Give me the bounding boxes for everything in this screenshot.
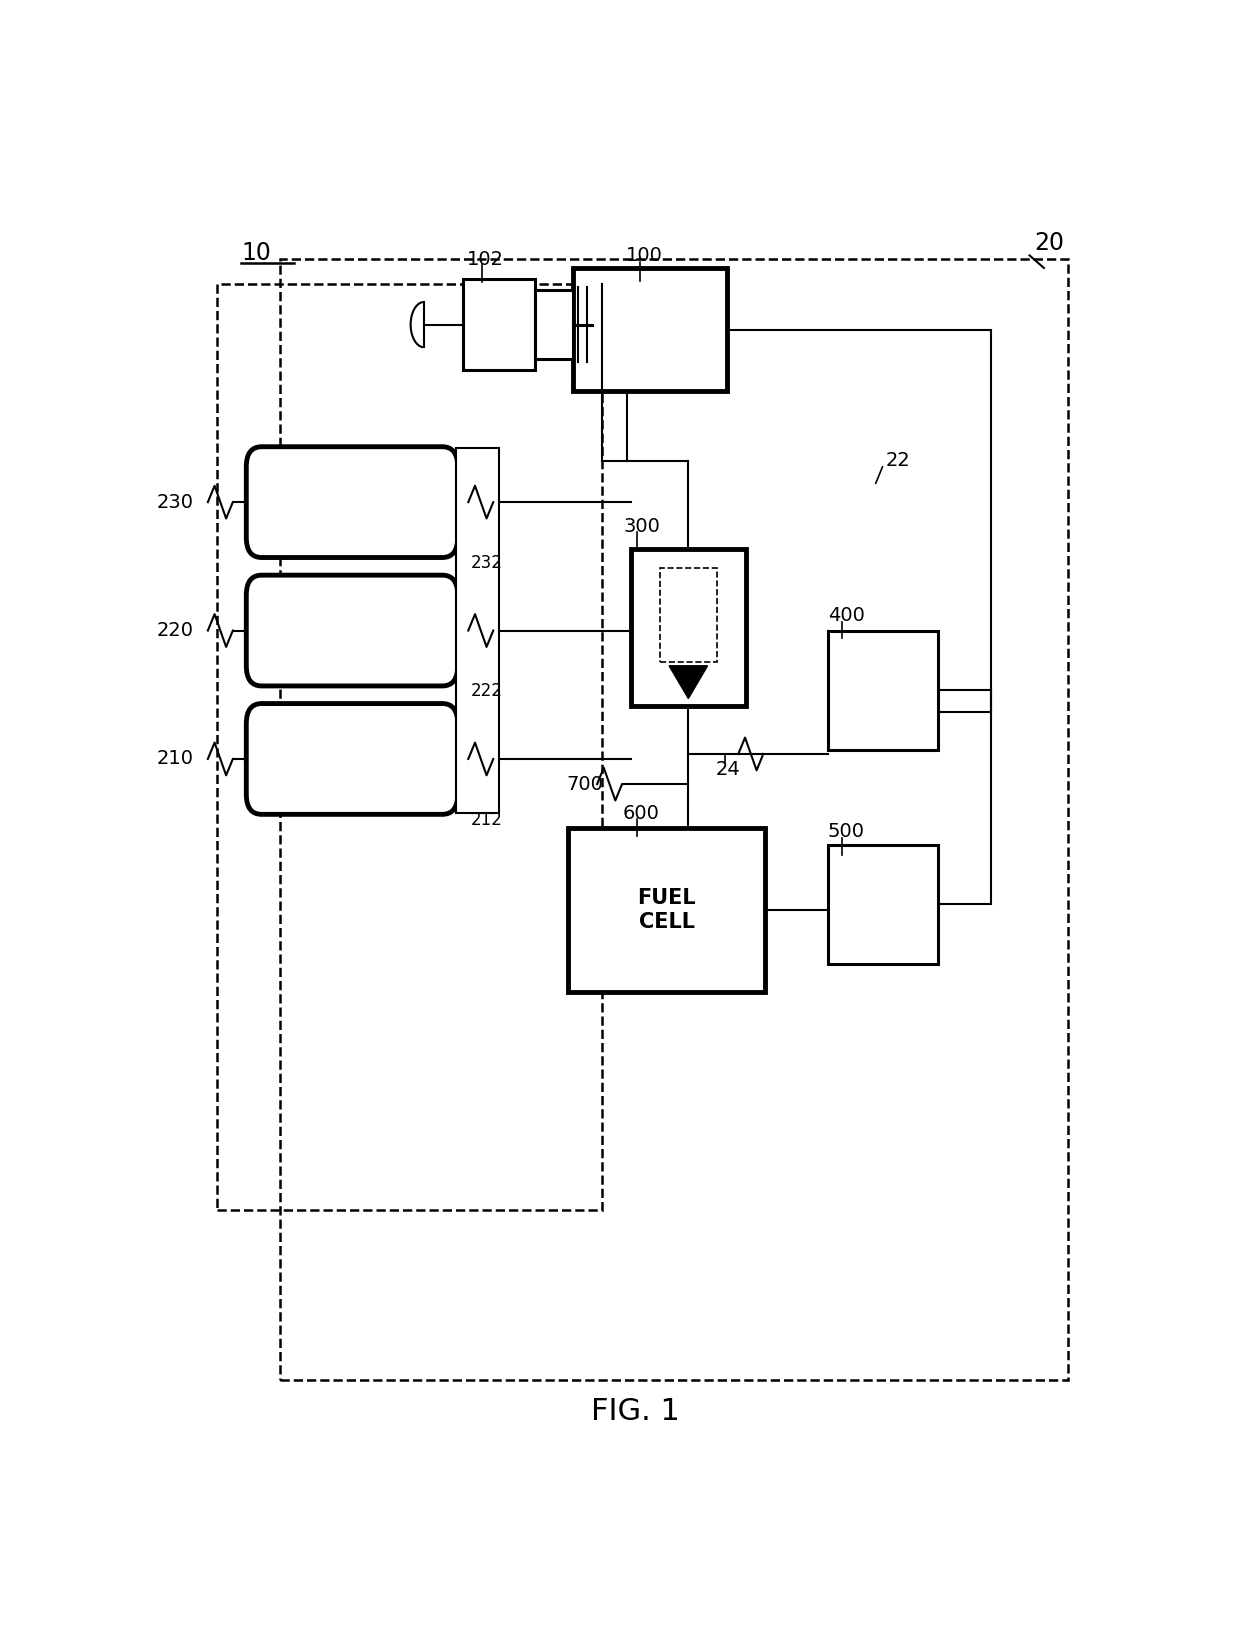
Bar xyxy=(828,631,939,750)
Text: 220: 220 xyxy=(156,621,193,639)
Text: 102: 102 xyxy=(467,250,505,268)
Bar xyxy=(217,284,601,1210)
Bar xyxy=(463,280,534,370)
Text: 222: 222 xyxy=(471,682,503,700)
Bar xyxy=(631,549,746,706)
Text: 500: 500 xyxy=(828,822,864,842)
Polygon shape xyxy=(670,665,708,698)
Text: 20: 20 xyxy=(1034,231,1064,255)
Text: 24: 24 xyxy=(715,760,740,778)
Bar xyxy=(828,845,939,965)
FancyBboxPatch shape xyxy=(247,703,458,814)
Text: FIG. 1: FIG. 1 xyxy=(591,1396,680,1426)
Text: 212: 212 xyxy=(471,811,503,829)
Text: 210: 210 xyxy=(156,749,193,768)
Text: 232: 232 xyxy=(471,554,503,572)
Bar xyxy=(660,567,717,662)
Bar xyxy=(456,448,498,813)
Bar xyxy=(280,260,1068,1380)
Bar xyxy=(534,289,573,360)
Text: 22: 22 xyxy=(885,451,910,471)
Text: 100: 100 xyxy=(626,245,662,265)
FancyBboxPatch shape xyxy=(247,446,458,558)
Bar xyxy=(573,268,727,391)
Text: 400: 400 xyxy=(828,607,864,625)
Text: 10: 10 xyxy=(242,240,272,265)
Text: 700: 700 xyxy=(567,775,603,793)
Text: 600: 600 xyxy=(622,803,660,822)
Text: 230: 230 xyxy=(156,492,193,512)
FancyBboxPatch shape xyxy=(247,576,458,687)
Bar xyxy=(568,829,765,992)
Text: 300: 300 xyxy=(622,517,660,536)
Text: FUEL
CELL: FUEL CELL xyxy=(637,888,696,932)
